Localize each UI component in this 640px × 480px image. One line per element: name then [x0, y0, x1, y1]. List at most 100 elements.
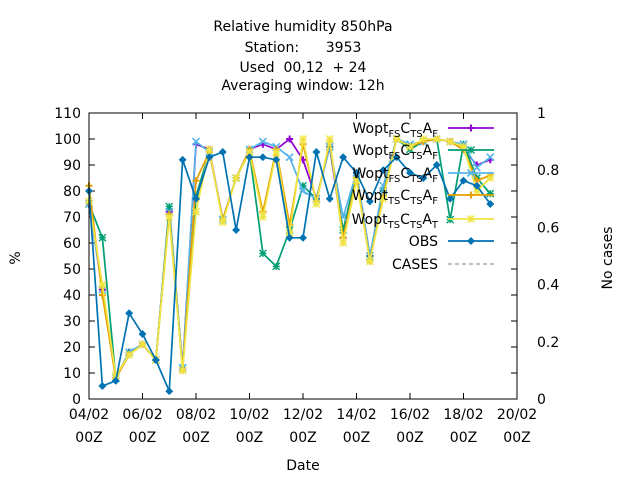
data-point — [312, 200, 321, 208]
data-point — [232, 174, 241, 182]
data-point — [285, 233, 294, 242]
data-point — [165, 213, 174, 221]
data-point — [98, 280, 107, 289]
title-line-3: Used 00,12 + 24 — [240, 60, 367, 76]
x-tick-label-time: 00Z — [450, 430, 477, 446]
data-point — [339, 239, 348, 247]
data-point — [258, 153, 267, 162]
data-point — [98, 382, 107, 390]
y-tick-label: 50 — [63, 262, 81, 278]
title-line-1: Relative humidity 850hPa — [213, 19, 392, 35]
legend-marker — [467, 237, 475, 245]
legend-label: WoptFSCTSAF — [353, 143, 439, 162]
data-point — [379, 166, 388, 175]
y-tick-label: 100 — [54, 132, 81, 148]
data-point — [258, 137, 267, 146]
data-point — [218, 218, 227, 227]
data-point — [486, 200, 495, 208]
y2-tick-label: 0 — [537, 392, 546, 408]
data-point — [406, 168, 414, 177]
x-axis-label: Date — [286, 458, 319, 474]
data-point — [446, 137, 455, 146]
legend: WoptFSCTSAF WoptFSCTSAF WoptFSCTSAF WoptTSC… — [352, 121, 494, 273]
y-tick-label: 80 — [63, 184, 81, 200]
data-point — [419, 174, 428, 182]
legend-entry-4: WoptTSCTSAF — [352, 188, 494, 207]
legend-entry-1: WoptFSCTSAF — [353, 121, 494, 140]
data-point — [459, 176, 468, 185]
x-tick-label-date: 20/02 — [497, 407, 537, 423]
series-layer — [84, 134, 495, 396]
data-point — [325, 135, 334, 143]
data-point — [352, 176, 361, 185]
data-point — [205, 153, 214, 162]
legend-entry-2: WoptFSCTSAF — [353, 143, 494, 162]
data-point — [339, 153, 348, 162]
y-tick-label: 10 — [63, 366, 81, 382]
y-tick-label: 0 — [72, 392, 81, 408]
data-point — [472, 187, 481, 195]
x-tick-label-time: 00Z — [182, 430, 209, 446]
legend-entry-6: OBS — [409, 234, 494, 250]
data-point — [419, 135, 428, 143]
data-point — [379, 194, 388, 203]
data-point — [285, 228, 294, 237]
y2-tick-label: 0.8 — [537, 163, 559, 179]
title-line-4: Averaging window: 12h — [221, 78, 384, 94]
x-tick-label-time: 00Z — [289, 430, 316, 446]
data-point — [392, 153, 401, 162]
legend-label: WoptFSCTSAF — [353, 166, 439, 185]
data-point — [272, 148, 281, 156]
y-tick-label: 110 — [54, 106, 81, 122]
legend-label: CASES — [392, 257, 438, 273]
data-point — [272, 262, 281, 271]
x-tick-label-date: 06/02 — [122, 407, 162, 423]
data-point — [286, 135, 294, 143]
data-point — [406, 142, 414, 151]
data-point — [191, 137, 201, 146]
y2-tick-label: 0.2 — [537, 335, 559, 351]
data-point — [312, 148, 321, 156]
legend-entry-7: CASES — [392, 257, 494, 273]
data-point — [299, 135, 307, 143]
data-point — [258, 213, 267, 221]
x-tick-label-date: 18/02 — [443, 407, 483, 423]
legend-label: OBS — [409, 234, 438, 250]
legend-label: WoptTSCTSAT — [352, 212, 439, 231]
legend-entry-5: WoptTSCTSAT — [352, 212, 494, 231]
data-point — [245, 153, 254, 162]
data-point — [205, 145, 214, 154]
data-point — [125, 350, 134, 359]
legend-marker — [467, 124, 475, 132]
data-point — [392, 135, 401, 143]
y-tick-label: 60 — [63, 236, 81, 252]
data-point — [192, 207, 200, 216]
x-tick-label-date: 10/02 — [229, 407, 269, 423]
data-point — [151, 356, 160, 364]
data-point — [432, 135, 441, 143]
data-point — [486, 153, 495, 162]
x-tick-label-date: 12/02 — [283, 407, 323, 423]
data-point — [325, 194, 334, 203]
data-point — [365, 257, 374, 266]
series-6 — [85, 148, 495, 396]
y-tick-label: 70 — [63, 210, 81, 226]
data-point — [218, 148, 227, 156]
data-point — [272, 155, 281, 164]
data-point — [459, 142, 468, 151]
data-point — [299, 181, 307, 190]
legend-label: WoptFSCTSAF — [353, 121, 439, 140]
legend-marker — [467, 146, 475, 154]
y-tick-label: 90 — [63, 158, 81, 174]
legend-entry-3: WoptFSCTSAF — [353, 166, 494, 185]
x-tick-label-time: 00Z — [503, 430, 530, 446]
plot-frame — [88, 112, 518, 400]
data-point — [472, 181, 481, 190]
data-point — [98, 233, 107, 242]
data-point — [138, 330, 147, 338]
y-tick-label: 40 — [63, 288, 81, 304]
data-point — [299, 233, 307, 242]
data-point — [138, 340, 147, 349]
y-axis-label: % — [8, 251, 24, 264]
